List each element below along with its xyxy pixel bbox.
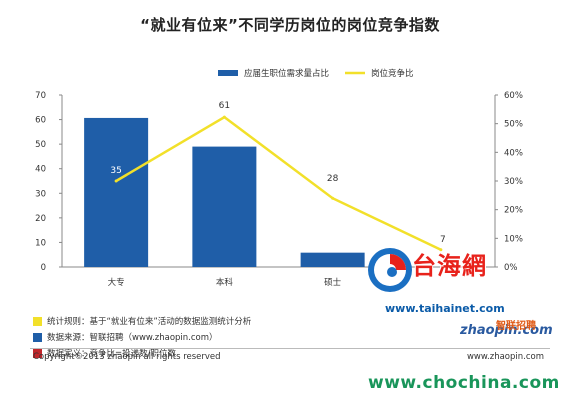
line-point-硕士 <box>331 196 335 200</box>
line-point-大专 <box>114 179 118 183</box>
y-right-tick-label: 40% <box>504 148 523 158</box>
watermark-url: www.taihainet.com <box>385 302 505 315</box>
note-source: 数据来源：智联招聘（www.zhaopin.com） <box>33 330 251 344</box>
y-right-tick-label: 10% <box>504 234 523 244</box>
x-tick-label: 硕士 <box>324 277 342 288</box>
bar-硕士 <box>300 252 365 267</box>
legend-swatch-bar <box>218 70 238 76</box>
legend-label-line: 岗位竞争比 <box>371 68 414 79</box>
watermark-brand: 台海網 <box>412 251 487 280</box>
taihainet-logo-icon <box>368 248 412 292</box>
note-swatch-source <box>33 332 42 342</box>
y-left-tick-label: 0 <box>41 263 46 273</box>
watermark-zhaopin-cn: 智联招聘 <box>496 321 536 332</box>
y-left-tick-label: 10 <box>35 238 46 248</box>
footer-divider <box>30 348 550 349</box>
chart-title: “就业有位来”不同学历岗位的岗位竞争指数 <box>140 16 440 34</box>
legend-label-bar: 应届生职位需求量占比 <box>244 68 329 79</box>
line-point-博士 <box>439 248 443 252</box>
note-swatch-rule <box>33 316 42 326</box>
line-point-本科 <box>222 115 226 119</box>
bar-大专 <box>84 117 149 267</box>
note-definition-text: 数据定义：竞争比=投递数/职位数 <box>47 349 176 359</box>
watermark-bottom: www.chochina.com <box>368 373 560 393</box>
y-left-tick-label: 70 <box>35 91 46 101</box>
y-right-tick-label: 60% <box>504 91 523 101</box>
line-series-competition <box>115 115 442 251</box>
y-right-tick-label: 0% <box>504 263 518 273</box>
x-tick-label: 本科 <box>216 277 234 288</box>
bar-本科 <box>192 146 257 267</box>
footer-copyright: Copyright©2013 zhaopin all rights reserv… <box>33 352 221 362</box>
data-label: 35 <box>110 166 121 176</box>
note-rule-text: 统计规则：基于“就业有位来”活动的数据监测统计分析 <box>47 317 252 327</box>
watermark-zhaopin: zhaopin.com <box>460 323 553 338</box>
data-label: 61 <box>219 101 230 111</box>
y-right-tick-label: 20% <box>504 206 523 216</box>
footer-site: www.zhaopin.com <box>466 352 544 362</box>
data-label: 7 <box>440 235 446 245</box>
y-left-tick-label: 20 <box>35 214 46 224</box>
note-rule: 统计规则：基于“就业有位来”活动的数据监测统计分析 <box>33 314 251 328</box>
data-label: 28 <box>327 174 339 184</box>
notes-block: 统计规则：基于“就业有位来”活动的数据监测统计分析 数据来源：智联招聘（www.… <box>33 314 251 362</box>
y-left-tick-label: 40 <box>35 165 46 175</box>
y-left-tick-label: 50 <box>35 140 46 150</box>
note-swatch-definition <box>33 348 42 358</box>
y-left-tick-label: 60 <box>35 116 46 126</box>
x-tick-label: 大专 <box>108 277 125 288</box>
note-source-text: 数据来源：智联招聘（www.zhaopin.com） <box>47 333 218 343</box>
y-right-tick-label: 30% <box>504 177 523 187</box>
y-left-tick-label: 30 <box>35 189 46 199</box>
y-right-tick-label: 50% <box>504 120 523 130</box>
note-definition: 数据定义：竞争比=投递数/职位数 <box>33 346 251 360</box>
